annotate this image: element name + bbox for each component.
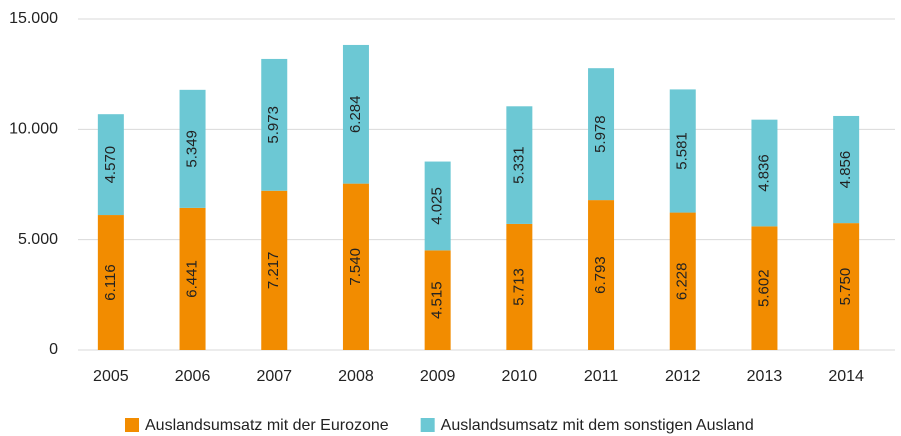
value-label: 4.570 — [102, 146, 119, 184]
bar-segment — [97, 114, 124, 216]
y-tick-label: 5.000 — [18, 231, 58, 248]
value-label: 6.793 — [592, 256, 609, 294]
x-tick-label: 2007 — [256, 368, 292, 385]
x-tick-label: 2006 — [175, 368, 211, 385]
legend-swatch — [420, 418, 435, 432]
bar-segment — [424, 250, 451, 350]
x-tick-label: 2009 — [420, 368, 456, 385]
value-label: 6.284 — [347, 96, 364, 134]
value-label: 6.116 — [102, 264, 119, 300]
bar-segment — [506, 223, 533, 350]
value-label: 5.331 — [510, 146, 527, 184]
bar-segment — [179, 89, 206, 208]
x-tick-label: 2011 — [584, 368, 619, 385]
x-tick-label: 2014 — [828, 368, 864, 385]
value-label: 4.025 — [429, 187, 446, 225]
bar-segment — [751, 226, 778, 350]
y-tick-label: 0 — [49, 341, 58, 358]
y-tick-label: 10.000 — [9, 121, 58, 138]
bar-segment — [669, 89, 696, 213]
value-label: 5.978 — [592, 115, 609, 153]
bar-segment — [342, 44, 369, 184]
bar-segment — [424, 161, 451, 251]
bar-segment — [833, 115, 860, 224]
value-label: 5.750 — [837, 268, 854, 306]
value-label: 7.217 — [265, 252, 282, 290]
bar-segment — [751, 119, 778, 227]
value-label: 6.441 — [184, 260, 201, 298]
x-tick-label: 2013 — [747, 368, 783, 385]
x-tick-label: 2005 — [93, 368, 129, 385]
bar-segment — [506, 106, 533, 224]
bar-segment — [833, 223, 860, 350]
value-label: 4.856 — [837, 151, 854, 189]
bar-segment — [588, 68, 615, 201]
value-label: 5.602 — [755, 269, 772, 307]
bar-segment — [588, 200, 615, 350]
value-label: 5.581 — [674, 132, 691, 170]
x-tick-label: 2008 — [338, 368, 374, 385]
legend-swatch — [125, 418, 139, 432]
x-tick-label: 2010 — [502, 368, 538, 385]
bar-segment — [342, 183, 369, 350]
legend-label: Auslandsumsatz mit der Eurozone — [145, 417, 389, 434]
value-label: 5.349 — [184, 130, 201, 168]
bar-segment — [179, 207, 206, 350]
x-tick-label: 2012 — [665, 368, 701, 385]
value-label: 7.540 — [347, 248, 364, 286]
bar-segment — [261, 58, 288, 191]
bar-segment — [669, 212, 696, 350]
value-label: 5.713 — [510, 268, 527, 306]
value-label: 4.836 — [755, 154, 772, 192]
value-label: 5.973 — [265, 106, 282, 144]
bar-segment — [261, 190, 288, 350]
bar-segment — [97, 215, 124, 350]
legend-label: Auslandsumsatz mit dem sonstigen Ausland — [441, 417, 754, 434]
value-label: 6.228 — [674, 263, 691, 301]
value-label: 4.515 — [429, 281, 446, 319]
y-tick-label: 15.000 — [9, 10, 58, 27]
